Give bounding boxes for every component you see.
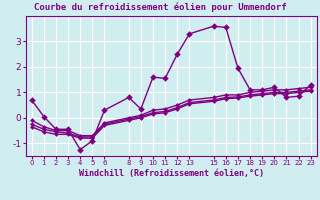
X-axis label: Windchill (Refroidissement éolien,°C): Windchill (Refroidissement éolien,°C): [79, 169, 264, 178]
Text: Courbe du refroidissement éolien pour Ummendorf: Courbe du refroidissement éolien pour Um…: [34, 2, 286, 11]
